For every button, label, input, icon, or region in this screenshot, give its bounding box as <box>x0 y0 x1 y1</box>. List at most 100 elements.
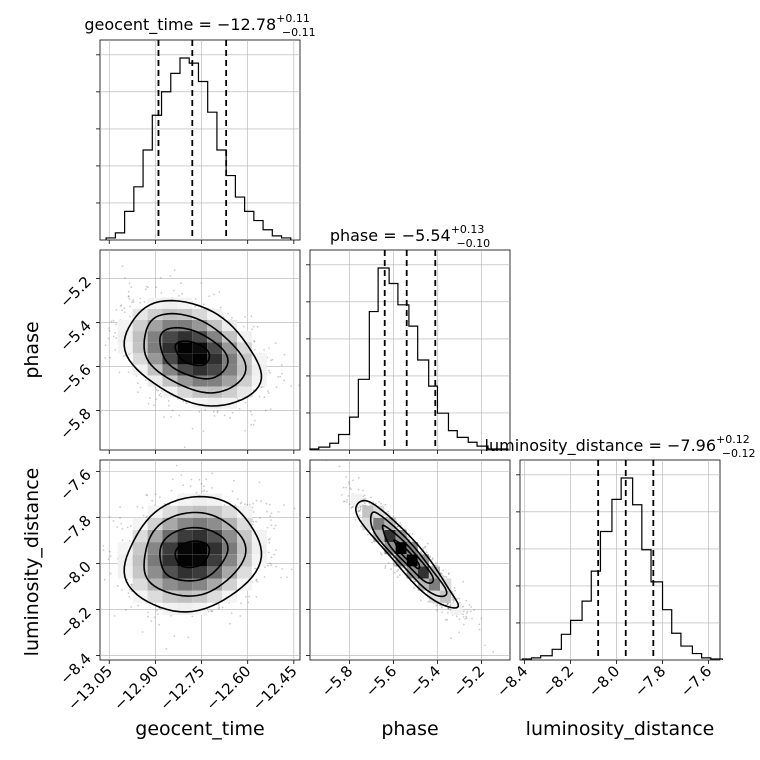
scatter-point <box>142 514 145 517</box>
scatter-point <box>424 546 426 549</box>
scatter-point <box>325 460 327 462</box>
density-cell <box>192 590 208 603</box>
scatter-point <box>277 375 280 378</box>
density-cell <box>132 331 148 343</box>
scatter-point <box>218 291 221 293</box>
scatter-point <box>181 292 184 295</box>
scatter-point <box>343 500 346 503</box>
title-phase-main: phase = −5.54 <box>330 226 451 245</box>
density-cell <box>132 308 148 320</box>
scatter-point <box>202 430 205 433</box>
scatter-point <box>173 289 175 292</box>
scatter-point <box>414 580 416 583</box>
scatter-point <box>251 328 254 331</box>
density-cell <box>162 578 178 591</box>
scatter-point <box>435 562 437 564</box>
scatter-point <box>182 484 185 487</box>
scatter-point <box>210 610 212 612</box>
scatter-point <box>387 562 390 564</box>
panel-phase-vs-geocent_time <box>99 249 301 451</box>
scatter-point <box>251 506 254 509</box>
y-tick-label-phase-1: −5.6 <box>56 361 94 399</box>
density-cell <box>162 353 178 365</box>
scatter-point <box>119 305 122 307</box>
scatter-point <box>122 355 125 358</box>
scatter-point <box>397 525 399 528</box>
density-cell <box>192 578 208 591</box>
density-cell <box>177 319 193 331</box>
density-cell <box>222 364 237 376</box>
scatter-point <box>211 487 213 489</box>
y-tick-label-phase-2: −5.4 <box>56 317 94 355</box>
scatter-point <box>114 348 117 351</box>
density-cell <box>177 566 193 579</box>
scatter-point <box>145 515 148 518</box>
contour-geocent_time-phase-1 <box>159 326 229 380</box>
scatter-point <box>229 416 231 419</box>
scatter-point <box>393 565 396 567</box>
scatter-point <box>346 499 348 501</box>
scatter-point <box>128 282 131 285</box>
scatter-point <box>399 574 401 576</box>
scatter-point <box>342 500 345 503</box>
density-cell <box>147 308 163 320</box>
scatter-point <box>492 650 495 653</box>
scatter-point <box>364 497 367 500</box>
scatter-point <box>447 607 450 610</box>
scatter-point <box>431 558 434 561</box>
scatter-point <box>290 385 293 387</box>
scatter-point <box>358 514 361 517</box>
scatter-point <box>359 505 362 508</box>
scatter-point <box>411 540 414 543</box>
density-cell <box>177 297 193 309</box>
title-geocent_time-sub: −0.11 <box>282 26 316 39</box>
density-cell <box>177 342 193 354</box>
scatter-point <box>359 508 362 511</box>
scatter-point <box>270 556 273 559</box>
scatter-point <box>266 510 268 513</box>
scatter-point <box>157 389 160 392</box>
scatter-point <box>338 465 341 468</box>
density-cell <box>395 554 407 567</box>
density-cell <box>207 375 223 387</box>
scatter-point <box>277 511 280 513</box>
scatter-point <box>239 615 242 617</box>
density-cell <box>222 542 237 555</box>
scatter-point <box>155 398 158 401</box>
scatter-point <box>436 609 438 612</box>
scatter-point <box>471 617 473 620</box>
density-cell <box>177 375 193 387</box>
scatter-point <box>281 568 284 570</box>
scatter-point <box>190 478 193 481</box>
density-cell <box>207 590 223 603</box>
scatter-point <box>116 526 119 528</box>
scatter-point <box>422 547 425 549</box>
density-cell <box>177 386 193 398</box>
density-cell <box>237 530 252 543</box>
scatter-point <box>357 510 360 512</box>
scatter-point <box>293 507 296 510</box>
scatter-point <box>442 569 445 572</box>
scatter-point <box>419 599 422 602</box>
scatter-point <box>447 573 450 575</box>
density-cell <box>162 566 178 579</box>
scatter-point <box>458 597 461 600</box>
scatter-point <box>236 398 239 400</box>
x-axis-label-geocent_time: geocent_time <box>135 718 264 740</box>
scatter-point <box>159 392 162 395</box>
density-cell <box>192 364 208 376</box>
density-cell <box>251 542 267 555</box>
histogram-phase <box>309 267 509 450</box>
scatter-point <box>147 615 149 618</box>
scatter-point <box>439 604 441 607</box>
histogram-geocent_time <box>105 57 292 240</box>
scatter-point <box>128 297 131 300</box>
density-cell <box>406 554 418 567</box>
scatter-point <box>120 589 123 591</box>
density-cell <box>162 297 178 309</box>
contour-geocent_time-luminosity_distance-1 <box>159 526 229 582</box>
scatter-point <box>158 394 161 397</box>
scatter-point <box>357 510 360 513</box>
scatter-point <box>258 481 261 484</box>
density-cell <box>237 331 252 343</box>
